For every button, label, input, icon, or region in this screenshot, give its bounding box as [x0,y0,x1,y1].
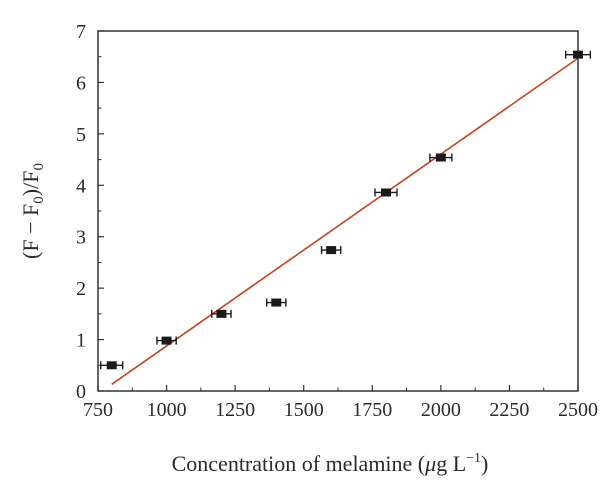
data-point [156,336,177,345]
x-tick-label: 1000 [147,399,187,421]
data-point [265,298,287,307]
data-marker [573,50,583,59]
data-point [211,309,232,318]
x-tick-label: 750 [83,399,113,421]
x-tick-label: 2000 [421,399,461,421]
data-point [100,361,124,370]
y-tick-label: 1 [76,330,86,352]
data-marker [161,336,172,345]
y-tick-label: 6 [76,72,86,94]
y-axis-title: (F − F0)/F0 [18,163,47,259]
data-point [374,188,398,197]
y-tick-label: 2 [76,278,86,300]
x-tick-label: 2250 [489,399,529,421]
x-tick-label: 1750 [352,399,392,421]
data-marker [435,153,446,162]
data-marker [326,246,337,255]
data-point [564,50,592,59]
x-tick-label: 1250 [215,399,255,421]
data-point [429,153,453,162]
data-marker [106,361,117,370]
data-points [100,50,592,370]
x-tick-label: 2500 [558,399,598,421]
y-tick-label: 3 [76,227,86,249]
data-marker [381,188,391,197]
data-point [320,246,342,255]
x-tick-label: 1500 [284,399,324,421]
tick-labels: 750 1000 1250 1500 1750 2000 2250 2500 0 1 2 3 4 5 6 7 [76,21,598,421]
data-marker [271,298,282,307]
fit-line [111,57,579,385]
ticks [97,30,579,392]
y-tick-label: 5 [76,124,86,146]
y-tick-label: 4 [76,175,86,197]
y-tick-label: 7 [76,21,86,43]
x-axis-title: Concentration of melamine (μg L−1) [172,451,489,476]
data-marker [216,309,227,318]
y-tick-label: 0 [76,381,86,403]
